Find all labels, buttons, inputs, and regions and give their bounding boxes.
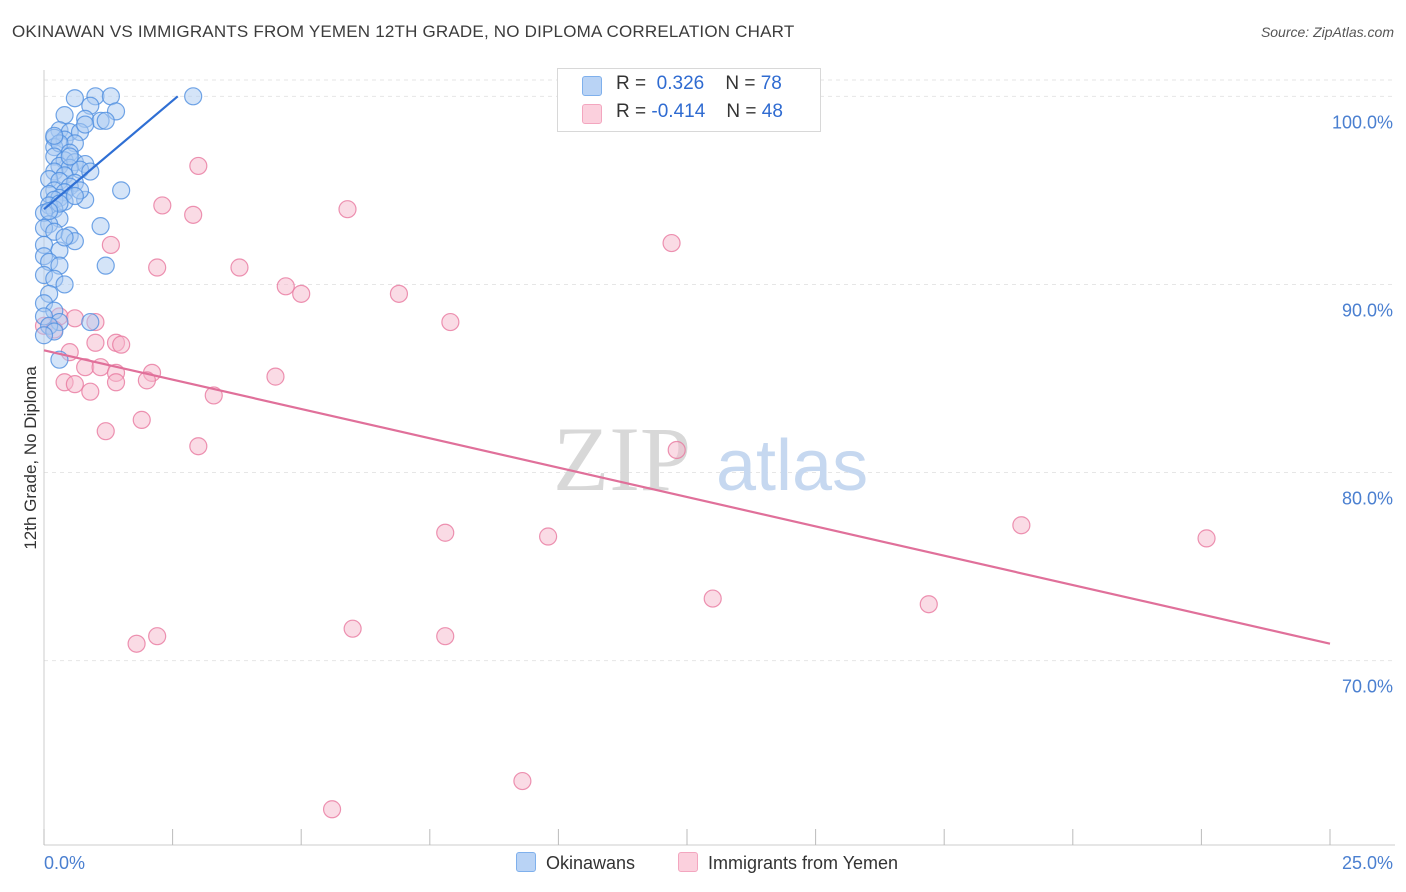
legend-n-okinawans: 78 — [760, 73, 782, 94]
legend-r-okinawans: 0.326 — [656, 73, 705, 94]
series-yemen-points — [34, 156, 1216, 819]
yemen-point — [539, 527, 558, 546]
okinawans-point — [55, 275, 74, 294]
bottom-legend-swatch-okinawans — [516, 852, 536, 872]
okinawans-point — [55, 228, 74, 247]
stats-legend: R = 0.326 N = 78 R = -0.414 N = 48 — [557, 68, 821, 132]
okinawans-point — [81, 312, 100, 332]
yemen-point — [338, 200, 357, 219]
y-axis-title: 12th Grade, No Diploma — [21, 366, 40, 550]
yemen-point — [266, 367, 285, 386]
yemen-point — [153, 196, 172, 215]
y-tick-label: 100.0% — [1332, 112, 1393, 132]
yemen-point — [184, 205, 203, 224]
yemen-point — [1197, 529, 1216, 548]
yemen-point — [189, 156, 208, 176]
legend-r-yemen: -0.414 — [651, 101, 706, 122]
yemen-point — [65, 375, 84, 394]
trend-line-yemen — [43, 349, 1331, 645]
x-tick-label: 25.0% — [1342, 853, 1393, 873]
y-tick-label: 80.0% — [1342, 489, 1393, 509]
yemen-point — [276, 277, 295, 296]
yemen-point — [112, 335, 131, 354]
source-label: Source: ZipAtlas.com — [1260, 24, 1394, 40]
x-tick-labels: 0.0% 25.0% — [44, 853, 1393, 873]
okinawans-point — [184, 87, 203, 106]
watermark-zip: ZIP — [553, 408, 691, 510]
okinawans-point — [40, 201, 59, 221]
yemen-point — [441, 312, 460, 332]
y-tick-labels: 70.0% 80.0% 90.0% 100.0% — [1332, 112, 1393, 696]
yemen-point — [389, 284, 409, 303]
legend-swatch-okinawans — [582, 76, 602, 96]
okinawans-point — [96, 256, 115, 275]
yemen-point — [106, 373, 126, 392]
yemen-point — [919, 595, 938, 614]
yemen-point — [204, 386, 223, 405]
yemen-point — [322, 800, 342, 819]
yemen-point — [127, 634, 146, 653]
trend-line-okinawans — [43, 95, 179, 211]
y-tick-label: 90.0% — [1342, 300, 1393, 320]
bottom-legend-yemen: Immigrants from Yemen — [678, 852, 898, 874]
yemen-point — [86, 333, 105, 352]
yemen-point — [667, 440, 686, 460]
trend-lines — [43, 95, 1331, 645]
okinawans-point — [76, 115, 95, 134]
yemen-point — [436, 523, 455, 542]
okinawans-point — [65, 186, 84, 206]
bottom-legend-swatch-yemen — [678, 852, 698, 872]
yemen-point — [65, 309, 84, 328]
yemen-point — [343, 619, 362, 638]
grid-lines — [44, 79, 1395, 662]
yemen-point — [703, 589, 722, 608]
okinawans-point — [55, 106, 74, 125]
legend-swatch-yemen — [582, 104, 602, 124]
series-okinawans-points — [34, 87, 203, 369]
yemen-point — [513, 771, 532, 791]
yemen-point — [292, 284, 311, 303]
yemen-point — [96, 422, 115, 441]
okinawans-point — [34, 326, 54, 345]
yemen-point — [81, 382, 100, 401]
okinawans-point — [60, 147, 79, 166]
watermark-atlas: atlas — [716, 426, 868, 506]
bottom-legend-okinawans: Okinawans — [516, 852, 635, 874]
yemen-point — [230, 258, 249, 277]
okinawans-point — [91, 217, 110, 236]
yemen-point — [662, 233, 681, 253]
yemen-point — [148, 627, 167, 646]
yemen-point — [436, 627, 455, 646]
yemen-point — [132, 410, 151, 429]
okinawans-point — [101, 87, 120, 106]
okinawans-point — [96, 111, 115, 130]
chart-title: OKINAWAN VS IMMIGRANTS FROM YEMEN 12TH G… — [12, 22, 795, 41]
yemen-point — [101, 235, 120, 255]
yemen-point — [148, 258, 167, 277]
yemen-point — [189, 437, 208, 456]
yemen-point — [137, 371, 156, 390]
x-tick-label: 0.0% — [44, 853, 85, 873]
y-tick-label: 70.0% — [1342, 677, 1393, 697]
okinawans-point — [65, 89, 84, 108]
legend-n-yemen: 48 — [761, 101, 783, 122]
yemen-point — [1012, 516, 1031, 535]
okinawans-point — [45, 126, 64, 145]
okinawans-point — [112, 181, 131, 200]
